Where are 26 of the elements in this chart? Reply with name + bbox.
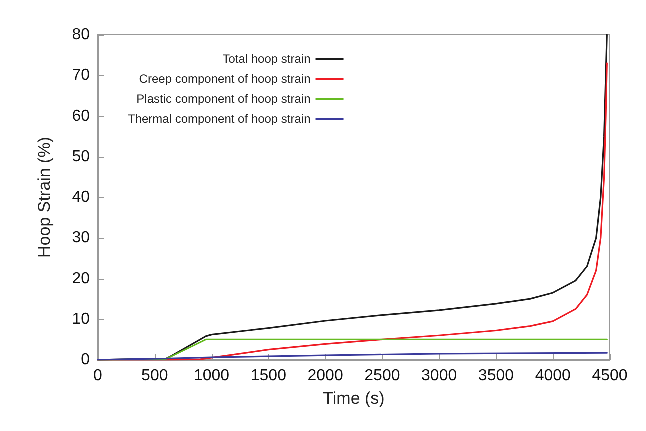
line-series <box>97 352 608 361</box>
y-tick-label: 20 <box>72 270 90 288</box>
x-tick-label: 3000 <box>422 368 458 384</box>
y-tick-label: 40 <box>72 189 90 206</box>
y-tick-label: 50 <box>72 148 90 166</box>
x-tick-label: 500 <box>142 368 168 384</box>
legend-label: Thermal component of hoop strain <box>128 112 311 126</box>
x-axis-title: Time (s) <box>323 389 385 408</box>
x-tick-label: 2000 <box>308 368 344 384</box>
legend-label: Creep component of hoop strain <box>139 72 311 86</box>
x-tick-label: 1000 <box>194 368 230 384</box>
x-tick-label: 3500 <box>478 368 514 384</box>
x-tick-label: 1500 <box>250 368 287 384</box>
y-tick-label: 30 <box>72 230 90 247</box>
y-tick-label: 70 <box>72 67 90 84</box>
x-tick-label: 4500 <box>592 368 628 384</box>
x-tick-label: 4000 <box>535 368 572 384</box>
legend-label: Total hoop strain <box>222 52 311 66</box>
x-tick-label: 2500 <box>364 368 400 384</box>
y-axis-title: Hoop Strain (%) <box>35 137 54 258</box>
x-tick-label: 0 <box>94 368 103 384</box>
y-tick-label: 80 <box>72 26 90 44</box>
y-tick-label: 0 <box>81 352 90 368</box>
y-tick-label: 10 <box>72 310 90 328</box>
y-tick-label: 60 <box>72 108 90 125</box>
legend-label: Plastic component of hoop strain <box>136 92 311 106</box>
